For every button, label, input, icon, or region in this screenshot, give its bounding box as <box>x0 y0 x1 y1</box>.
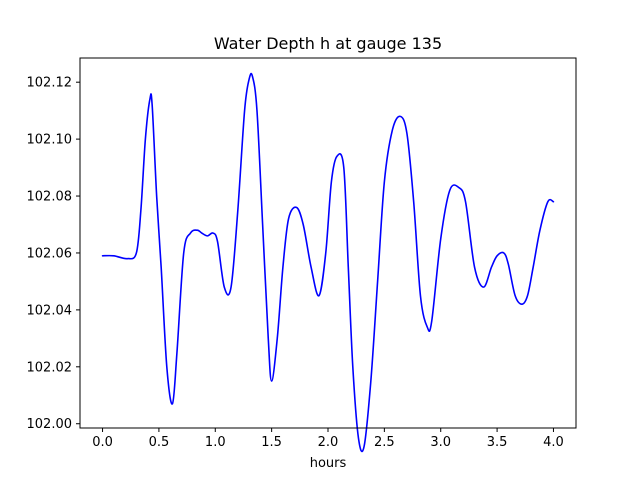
y-tick-label: 102.06 <box>27 246 73 261</box>
y-tick-label: 102.10 <box>27 133 73 148</box>
chart-title: Water Depth h at gauge 135 <box>214 34 442 53</box>
y-tick-label: 102.02 <box>27 360 73 375</box>
y-axis: 102.00 102.02 102.04 102.06 102.08 102.10 102.… <box>27 76 80 432</box>
x-tick-label: 0.0 <box>92 435 113 450</box>
x-tick-label: 2.0 <box>318 435 339 450</box>
y-tick-label: 102.08 <box>27 190 73 205</box>
plot-area <box>101 72 555 453</box>
y-tick-label: 102.04 <box>27 303 73 318</box>
x-tick-label: 2.5 <box>374 435 395 450</box>
x-tick-label: 3.0 <box>430 435 451 450</box>
x-tick-label: 0.5 <box>149 435 170 450</box>
x-tick-label: 3.5 <box>487 435 508 450</box>
y-tick-label: 102.12 <box>27 76 73 91</box>
x-tick-label: 4.0 <box>543 435 564 450</box>
x-axis: 0.0 0.5 1.0 1.5 2.0 2.5 3.0 3.5 4.0 <box>92 428 564 450</box>
y-tick-label: 102.00 <box>27 417 73 432</box>
x-tick-label: 1.0 <box>205 435 226 450</box>
x-axis-label: hours <box>310 456 347 471</box>
x-tick-label: 1.5 <box>261 435 282 450</box>
series-line-1 <box>101 72 555 453</box>
